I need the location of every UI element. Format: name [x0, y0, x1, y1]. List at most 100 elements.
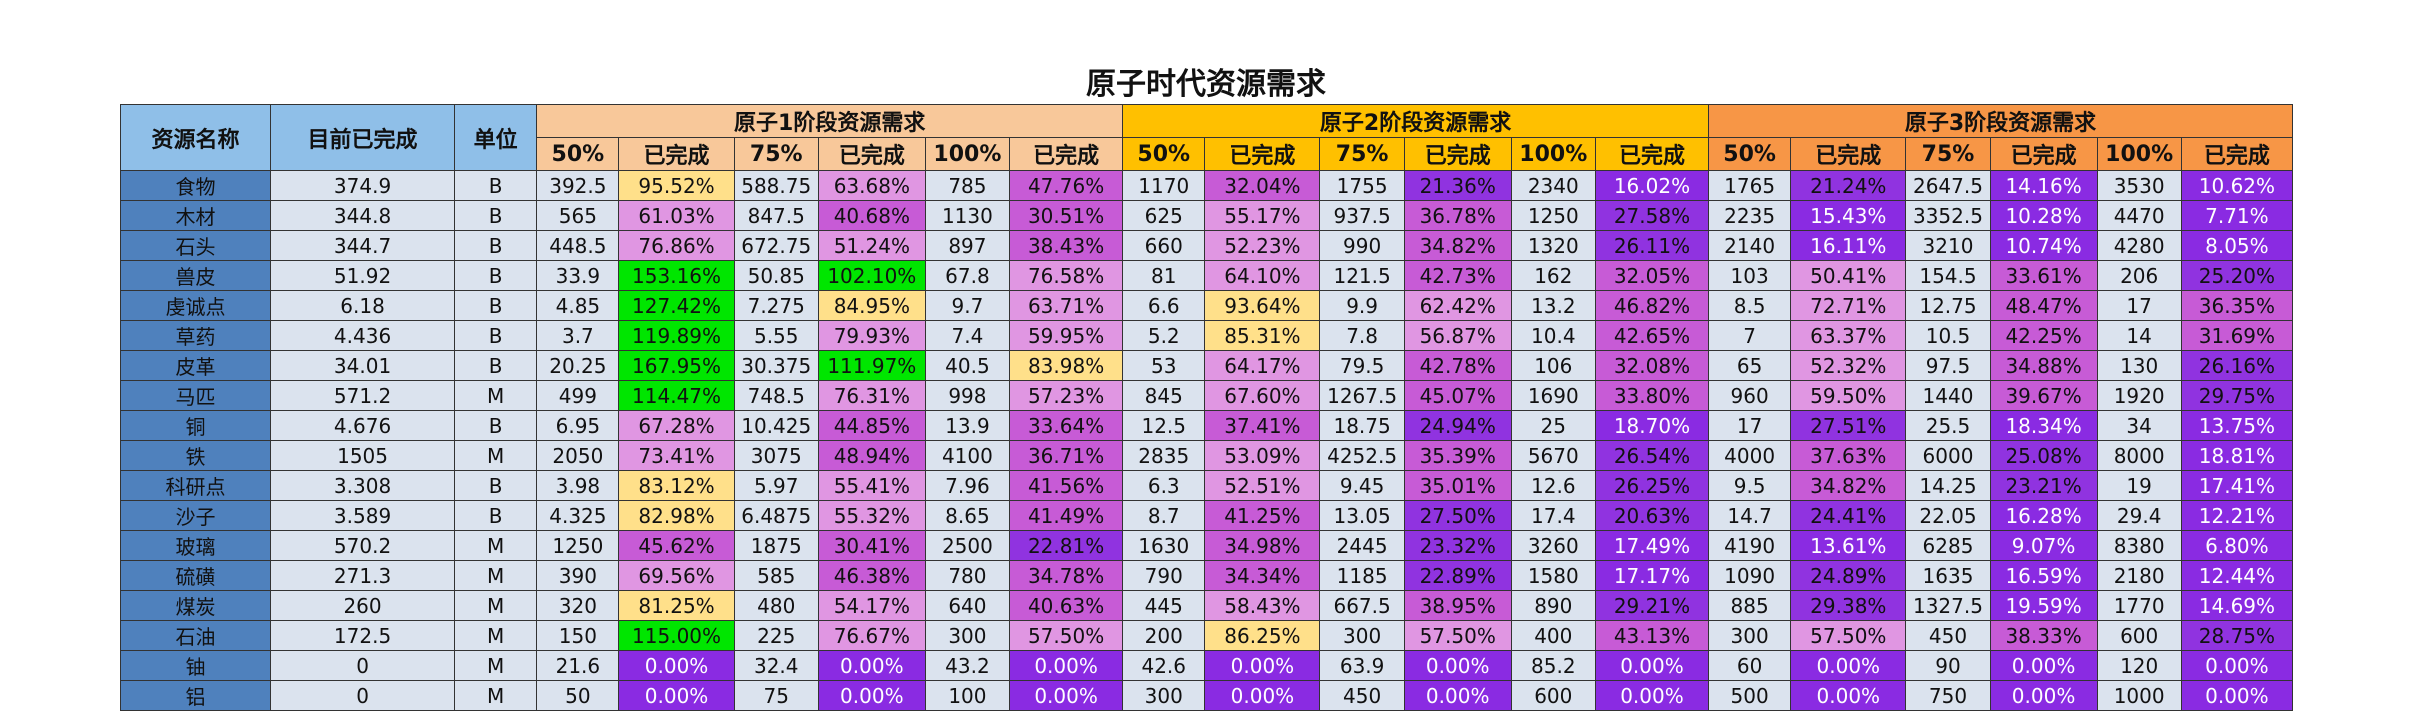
unit-cell: B [454, 500, 538, 531]
unit-cell: M [454, 650, 538, 681]
requirement-cell: 847.5 [733, 200, 819, 231]
completion-percent-cell: 47.76% [1009, 170, 1124, 201]
completion-percent-cell: 153.16% [618, 260, 735, 291]
completion-percent-cell: 21.24% [1790, 170, 1907, 201]
completion-percent-cell: 36.71% [1009, 440, 1124, 471]
completion-percent-cell: 0.00% [1594, 650, 1710, 681]
completion-percent-cell: 127.42% [618, 290, 735, 321]
requirement-cell: 937.5 [1319, 200, 1405, 231]
completion-percent-cell: 58.43% [1204, 590, 1321, 621]
completion-percent-cell: 76.67% [817, 620, 926, 651]
completion-percent-cell: 0.00% [1790, 650, 1907, 681]
unit-cell: M [454, 440, 538, 471]
requirement-cell: 1170 [1122, 170, 1206, 201]
completion-percent-cell: 50.41% [1790, 260, 1907, 291]
requirement-cell: 20.25 [536, 350, 620, 381]
requirement-cell: 106 [1510, 350, 1596, 381]
resource-name-cell: 硫磺 [119, 560, 272, 591]
completion-percent-cell: 55.41% [817, 470, 926, 501]
requirement-cell: 300 [924, 620, 1011, 651]
completion-percent-cell: 7.71% [2180, 200, 2294, 231]
completion-percent-cell: 0.00% [1989, 650, 2098, 681]
requirement-cell: 17.4 [1510, 500, 1596, 531]
requirement-cell: 8.5 [1708, 290, 1792, 321]
completion-percent-cell: 34.34% [1204, 560, 1321, 591]
table-row: 虔诚点 6.18 B 4.85 127.42% 7.275 84.95% 9.7 63.71% 6… [119, 290, 2294, 321]
requirement-cell: 9.7 [924, 290, 1011, 321]
completion-percent-cell: 76.58% [1009, 260, 1124, 291]
completion-percent-cell: 29.75% [2180, 380, 2294, 411]
completion-percent-cell: 81.25% [618, 590, 735, 621]
completion-percent-cell: 14.16% [1989, 170, 2098, 201]
completion-percent-cell: 42.65% [1594, 320, 1710, 351]
completion-percent-cell: 52.23% [1204, 230, 1321, 261]
completion-percent-cell: 64.17% [1204, 350, 1321, 381]
completion-percent-cell: 57.50% [1009, 620, 1124, 651]
resource-name-cell: 石油 [119, 620, 272, 651]
unit-cell: M [454, 380, 538, 411]
unit-cell: B [454, 230, 538, 261]
completion-percent-cell: 46.82% [1594, 290, 1710, 321]
resource-name-cell: 铀 [119, 650, 272, 681]
table-row: 马匹 571.2 M 499 114.47% 748.5 76.31% 998 57.23% 84… [119, 380, 2294, 411]
requirement-cell: 14.25 [1905, 470, 1991, 501]
completion-percent-cell: 43.13% [1594, 620, 1710, 651]
completion-percent-cell: 17.17% [1594, 560, 1710, 591]
completion-percent-cell: 34.98% [1204, 530, 1321, 561]
requirement-cell: 1327.5 [1905, 590, 1991, 621]
completion-percent-cell: 33.64% [1009, 410, 1124, 441]
completion-percent-cell: 17.49% [1594, 530, 1710, 561]
requirement-cell: 998 [924, 380, 1011, 411]
requirement-cell: 5670 [1510, 440, 1596, 471]
requirement-cell: 3530 [2096, 170, 2182, 201]
completion-percent-cell: 38.43% [1009, 230, 1124, 261]
resource-name-cell: 虔诚点 [119, 290, 272, 321]
requirement-cell: 300 [1319, 620, 1405, 651]
requirement-cell: 6.3 [1122, 470, 1206, 501]
requirement-cell: 1765 [1708, 170, 1792, 201]
requirement-cell: 5.55 [733, 320, 819, 351]
requirement-cell: 660 [1122, 230, 1206, 261]
completion-percent-cell: 26.54% [1594, 440, 1710, 471]
resource-name-cell: 铝 [119, 680, 272, 711]
unit-cell: B [454, 260, 538, 291]
requirement-cell: 625 [1122, 200, 1206, 231]
completion-percent-cell: 37.41% [1204, 410, 1321, 441]
requirement-cell: 19 [2096, 470, 2182, 501]
requirement-cell: 6.6 [1122, 290, 1206, 321]
table-row: 木材 344.8 B 565 61.03% 847.5 40.68% 1130 30.51% 62… [119, 200, 2294, 231]
unit-cell: B [454, 200, 538, 231]
requirement-cell: 50.85 [733, 260, 819, 291]
current-completed-cell: 3.589 [270, 500, 456, 531]
current-completed-cell: 172.5 [270, 620, 456, 651]
completion-percent-cell: 39.67% [1989, 380, 2098, 411]
completion-percent-cell: 51.24% [817, 230, 926, 261]
subheader-stage1-100-percent: 100% [924, 137, 1011, 171]
requirement-cell: 1875 [733, 530, 819, 561]
requirement-cell: 10.425 [733, 410, 819, 441]
resource-name-cell: 铜 [119, 410, 272, 441]
requirement-cell: 400 [1510, 620, 1596, 651]
completion-percent-cell: 38.33% [1989, 620, 2098, 651]
current-completed-cell: 260 [270, 590, 456, 621]
completion-percent-cell: 13.61% [1790, 530, 1907, 561]
completion-percent-cell: 19.59% [1989, 590, 2098, 621]
subheader-stage1-completed: 已完成 [1009, 137, 1124, 171]
completion-percent-cell: 22.89% [1403, 560, 1512, 591]
completion-percent-cell: 34.78% [1009, 560, 1124, 591]
completion-percent-cell: 18.81% [2180, 440, 2294, 471]
subheader-stage1-75-percent: 75% [733, 137, 819, 171]
requirement-cell: 392.5 [536, 170, 620, 201]
requirement-cell: 7.4 [924, 320, 1011, 351]
requirement-cell: 3210 [1905, 230, 1991, 261]
requirement-cell: 748.5 [733, 380, 819, 411]
completion-percent-cell: 52.51% [1204, 470, 1321, 501]
current-completed-cell: 571.2 [270, 380, 456, 411]
requirement-cell: 6285 [1905, 530, 1991, 561]
completion-percent-cell: 0.00% [1009, 650, 1124, 681]
completion-percent-cell: 83.12% [618, 470, 735, 501]
completion-percent-cell: 27.51% [1790, 410, 1907, 441]
subheader-stage2-50-percent: 50% [1122, 137, 1206, 171]
completion-percent-cell: 44.85% [817, 410, 926, 441]
completion-percent-cell: 26.11% [1594, 230, 1710, 261]
